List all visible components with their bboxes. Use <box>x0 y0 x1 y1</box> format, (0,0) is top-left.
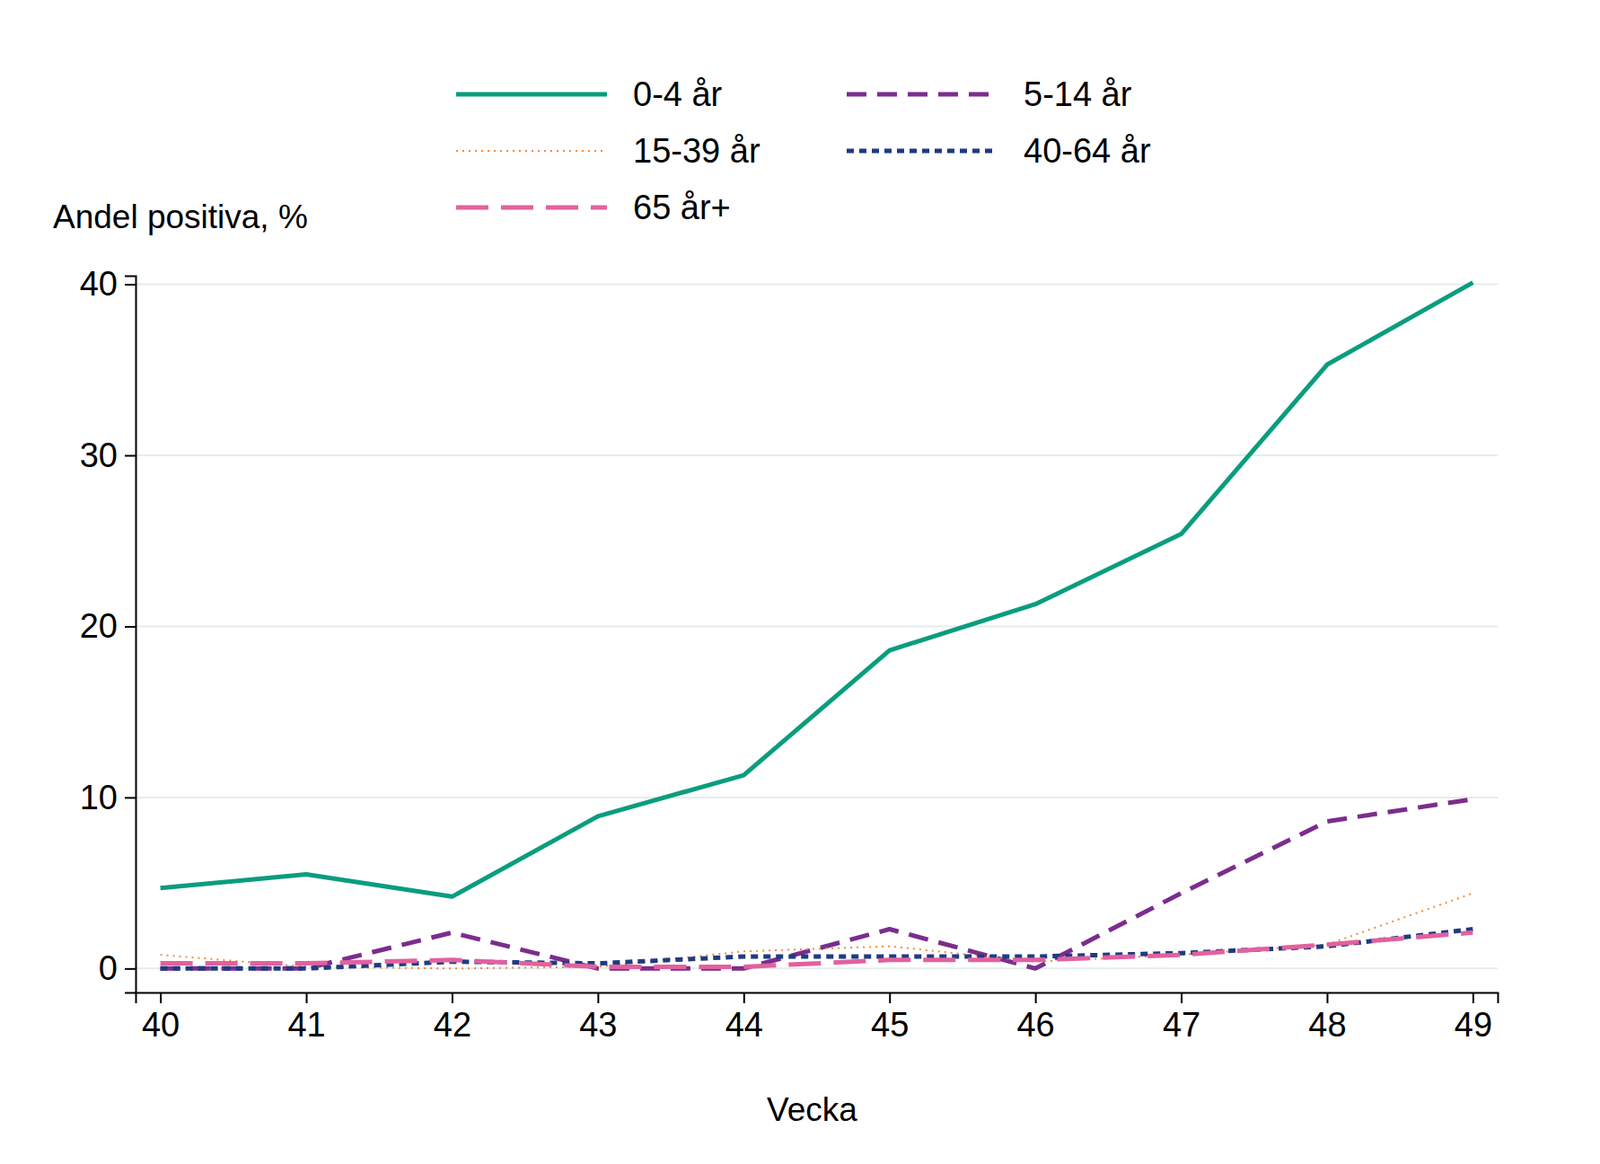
tick: 41 <box>287 992 326 1044</box>
tick: 20 <box>79 606 136 645</box>
legend-item: 65 år+ <box>456 188 731 227</box>
y-axis-title: Andel positiva, % <box>52 198 308 236</box>
tick-label: 49 <box>1454 1005 1493 1044</box>
tick: 30 <box>79 436 136 475</box>
tick-label: 48 <box>1308 1005 1346 1044</box>
tick-mark <box>159 992 162 1003</box>
tick-mark <box>743 992 746 1003</box>
series-line <box>160 799 1474 969</box>
tick: 40 <box>79 264 136 303</box>
tick: 47 <box>1162 992 1201 1044</box>
tick-label: 45 <box>870 1005 909 1044</box>
legend-swatch <box>846 149 998 154</box>
tick-label: 40 <box>79 264 118 303</box>
tick: 45 <box>870 992 909 1044</box>
tick: 10 <box>79 778 136 817</box>
grid-line <box>135 796 1498 799</box>
tick-mark <box>124 796 136 799</box>
tick-mark <box>888 992 891 1003</box>
tick-label: 44 <box>725 1005 764 1044</box>
y-axis: 0 10 20 30 40 <box>79 264 137 993</box>
legend-label: 0-4 år <box>632 75 723 114</box>
tick-mark <box>124 454 136 457</box>
tick: 43 <box>579 992 617 1044</box>
tick-label: 43 <box>579 1005 617 1044</box>
tick: 49 <box>1454 992 1493 1044</box>
grid <box>135 284 1498 969</box>
x-axis-title: Vecka <box>766 1090 858 1128</box>
grid-line <box>135 283 1498 286</box>
legend: 0-4 år 5-14 år 15-39 år 40-64 år 65 år+ <box>456 75 1152 227</box>
tick: 40 <box>141 992 180 1044</box>
series-line <box>160 931 1474 967</box>
tick: 42 <box>433 992 472 1044</box>
tick-label: 10 <box>79 778 118 817</box>
axis-line <box>136 993 1499 1004</box>
tick-mark <box>124 967 136 970</box>
tick-label: 40 <box>141 1005 180 1044</box>
tick-label: 47 <box>1162 1005 1201 1044</box>
tick-mark <box>597 992 599 1003</box>
tick: 0 <box>98 949 136 987</box>
legend-swatch <box>456 149 607 152</box>
tick-label: 42 <box>433 1005 472 1044</box>
legend-item: 0-4 år <box>456 75 723 114</box>
axis-line <box>124 276 137 994</box>
legend-swatch <box>456 205 607 211</box>
legend-swatch <box>846 92 998 97</box>
tick-label: 20 <box>79 606 118 645</box>
legend-item: 15-39 år <box>456 131 761 170</box>
tick: 48 <box>1308 992 1346 1044</box>
x-axis: 40 41 42 43 44 45 46 47 48 49 <box>136 992 1499 1044</box>
tick-mark <box>1326 992 1328 1003</box>
series-line <box>160 929 1474 969</box>
tick-mark <box>1180 992 1183 1003</box>
grid-line <box>135 624 1498 627</box>
legend-item: 40-64 år <box>846 131 1152 170</box>
tick-label: 0 <box>98 949 118 987</box>
tick-mark <box>1472 992 1475 1003</box>
lines <box>160 282 1474 969</box>
series-line <box>160 282 1474 897</box>
tick-mark <box>124 625 136 628</box>
legend-label: 5-14 år <box>1023 75 1133 114</box>
legend-label: 40-64 år <box>1023 131 1152 170</box>
tick-mark <box>306 992 308 1003</box>
legend-label: 15-39 år <box>632 131 761 170</box>
tick-mark <box>1035 992 1038 1003</box>
legend-item: 5-14 år <box>846 75 1133 114</box>
tick-mark <box>124 283 136 286</box>
series-line <box>160 893 1474 969</box>
tick-label: 46 <box>1016 1005 1055 1044</box>
chart: 0 10 20 30 40 40 41 42 43 44 45 46 47 48 49 Andel posit… <box>0 0 1600 1164</box>
legend-swatch <box>456 92 607 97</box>
legend-label: 65 år+ <box>632 188 731 227</box>
tick-label: 30 <box>79 436 118 475</box>
tick: 46 <box>1016 992 1055 1044</box>
tick-label: 41 <box>287 1005 326 1044</box>
grid-line <box>135 454 1498 457</box>
tick-mark <box>451 992 454 1003</box>
tick: 44 <box>725 992 764 1044</box>
